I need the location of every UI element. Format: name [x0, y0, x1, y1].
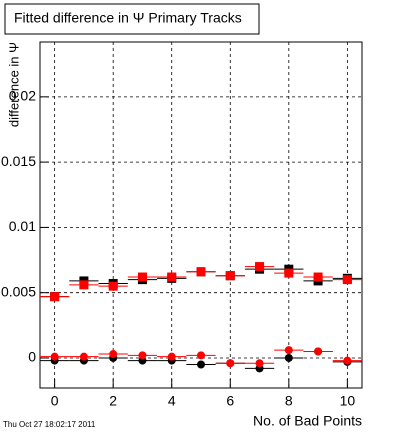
marker: [284, 268, 294, 278]
marker: [79, 280, 89, 290]
y-tick-label: 0.015: [1, 153, 36, 169]
marker: [50, 352, 59, 361]
marker: [225, 271, 235, 281]
marker: [108, 281, 118, 291]
x-tick-label: 2: [109, 393, 117, 409]
x-tick-label: 0: [51, 393, 59, 409]
x-tick-label: 6: [226, 393, 234, 409]
marker: [226, 359, 235, 368]
x-tick-label: 8: [285, 393, 293, 409]
marker: [342, 275, 352, 285]
marker: [313, 272, 323, 282]
title-box: [4, 3, 260, 35]
marker: [79, 352, 88, 361]
marker: [196, 267, 206, 277]
y-tick-label: 0.01: [9, 218, 36, 234]
marker: [138, 351, 147, 360]
marker: [109, 350, 118, 359]
marker: [284, 353, 293, 362]
marker: [197, 351, 205, 360]
plot-frame: [39, 41, 363, 389]
marker: [167, 352, 176, 361]
x-axis-label: No. of Bad Points: [253, 413, 362, 429]
timestamp: Thu Oct 27 18:02:17 2011: [3, 420, 96, 429]
x-tick-label: 10: [340, 393, 356, 409]
marker: [167, 272, 177, 282]
marker: [50, 292, 60, 302]
x-tick-label: 4: [168, 393, 176, 409]
marker: [255, 262, 265, 272]
chart-title: Fitted difference in Ψ Primary Tracks: [14, 10, 242, 26]
y-tick-label: 0.005: [1, 283, 36, 299]
marker: [343, 356, 352, 365]
marker: [314, 347, 323, 356]
y-tick-label: 0: [28, 349, 36, 365]
marker: [284, 346, 293, 355]
marker: [255, 359, 264, 368]
marker: [137, 272, 147, 282]
y-tick-label: 0.02: [9, 88, 36, 104]
marker: [197, 360, 205, 369]
y-axis-label: difference in Ψ: [6, 42, 21, 127]
